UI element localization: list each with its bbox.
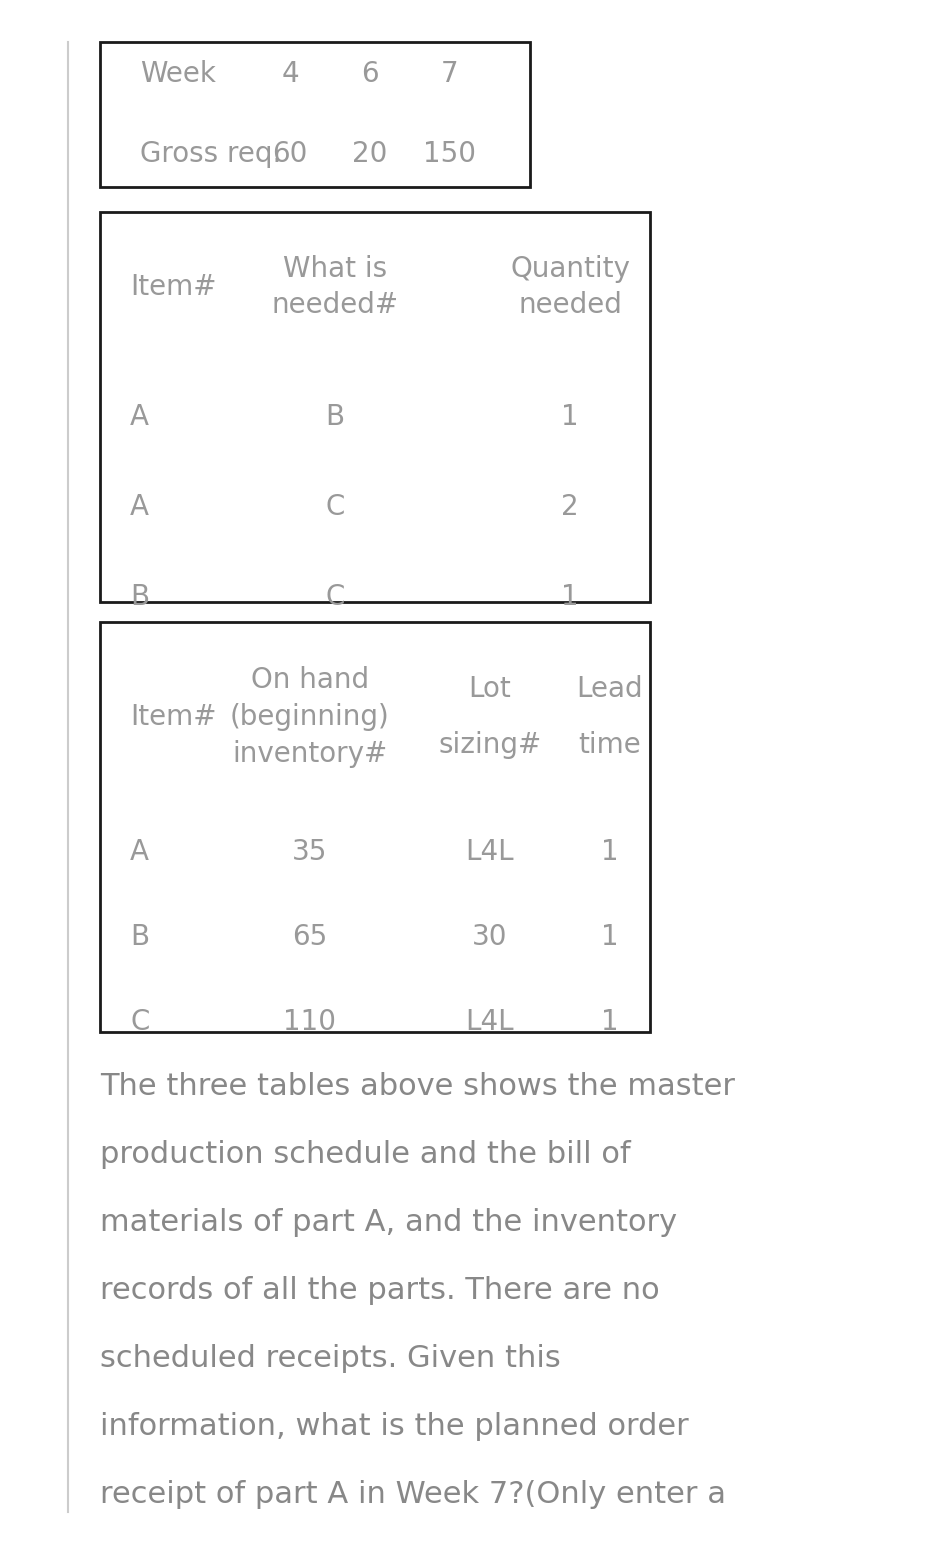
Text: Gross req.: Gross req.: [140, 141, 281, 169]
Text: L4L: L4L: [465, 1007, 514, 1036]
Text: 4: 4: [281, 61, 299, 89]
Text: 1: 1: [601, 1007, 619, 1036]
Text: Quantity
needed: Quantity needed: [510, 255, 630, 319]
Text: materials of part A, and the inventory: materials of part A, and the inventory: [100, 1207, 677, 1237]
Text: B: B: [326, 403, 345, 431]
Text: A: A: [130, 837, 149, 865]
Text: Item#: Item#: [130, 703, 216, 731]
Text: 1: 1: [561, 583, 579, 611]
Text: C: C: [326, 494, 345, 522]
Text: 2: 2: [561, 494, 579, 522]
Text: sizing#: sizing#: [438, 731, 542, 759]
Text: What is
needed#: What is needed#: [272, 255, 398, 319]
Bar: [100, 622, 650, 1032]
Text: 30: 30: [472, 923, 508, 951]
Bar: [100, 212, 650, 601]
Text: C: C: [130, 1007, 149, 1036]
Text: information, what is the planned order: information, what is the planned order: [100, 1412, 689, 1442]
Text: 6: 6: [362, 61, 379, 89]
Text: 1: 1: [601, 923, 619, 951]
Text: Item#: Item#: [130, 273, 216, 301]
Text: scheduled receipts. Given this: scheduled receipts. Given this: [100, 1343, 561, 1373]
Text: On hand
(beginning)
inventory#: On hand (beginning) inventory#: [230, 667, 390, 769]
Text: C: C: [326, 583, 345, 611]
Text: production schedule and the bill of: production schedule and the bill of: [100, 1140, 631, 1168]
Text: L4L: L4L: [465, 837, 514, 865]
Text: Lead: Lead: [577, 675, 643, 703]
Text: B: B: [130, 923, 149, 951]
Text: Lot: Lot: [468, 675, 512, 703]
Text: A: A: [130, 494, 149, 522]
Text: 110: 110: [283, 1007, 336, 1036]
Text: 1: 1: [561, 403, 579, 431]
Text: The three tables above shows the master: The three tables above shows the master: [100, 1072, 735, 1101]
Text: 7: 7: [441, 61, 459, 89]
Text: Week: Week: [140, 61, 216, 89]
Text: records of all the parts. There are no: records of all the parts. There are no: [100, 1276, 660, 1304]
Text: 60: 60: [272, 141, 308, 169]
Text: 35: 35: [293, 837, 328, 865]
Text: receipt of part A in Week 7?(Only enter a: receipt of part A in Week 7?(Only enter …: [100, 1481, 726, 1509]
Bar: [100, 42, 530, 187]
Text: 20: 20: [352, 141, 388, 169]
Text: time: time: [579, 731, 641, 759]
Text: B: B: [130, 583, 149, 611]
Text: 65: 65: [293, 923, 328, 951]
Text: 150: 150: [424, 141, 477, 169]
Text: 1: 1: [601, 837, 619, 865]
Text: A: A: [130, 403, 149, 431]
